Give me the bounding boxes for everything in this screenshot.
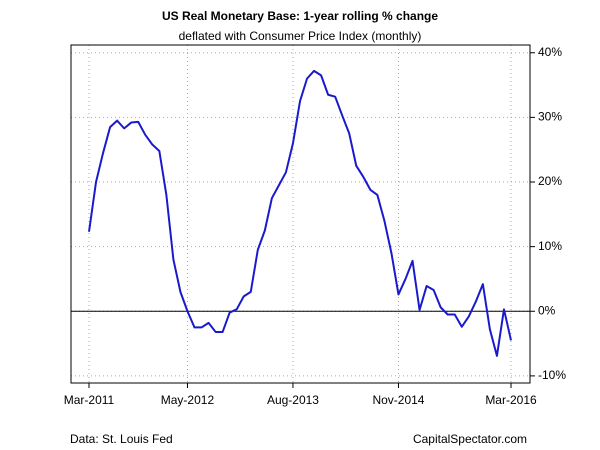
x-tick-label: May-2012 [161,393,215,407]
y-tick-label: 20% [538,174,562,188]
y-tick-label: 10% [538,239,562,253]
y-tick-label: 30% [538,110,562,124]
y-tick-label: 40% [538,45,562,59]
x-tick-label: Aug-2013 [267,393,319,407]
x-tick-label: Mar-2016 [485,393,537,407]
source: Data: St. Louis Fed [70,432,173,446]
chart-title: US Real Monetary Base: 1-year rolling % … [162,9,438,23]
x-tick-label: Mar-2011 [64,393,115,407]
x-tick-label: Nov-2014 [372,393,424,407]
y-tick-label: 0% [538,303,556,317]
y-tick-label: -10% [538,368,566,382]
data-line [88,69,512,357]
chart-subtitle: deflated with Consumer Price Index (mont… [179,29,422,43]
plot-frame [70,44,531,384]
credit: CapitalSpectator.com [413,432,527,446]
